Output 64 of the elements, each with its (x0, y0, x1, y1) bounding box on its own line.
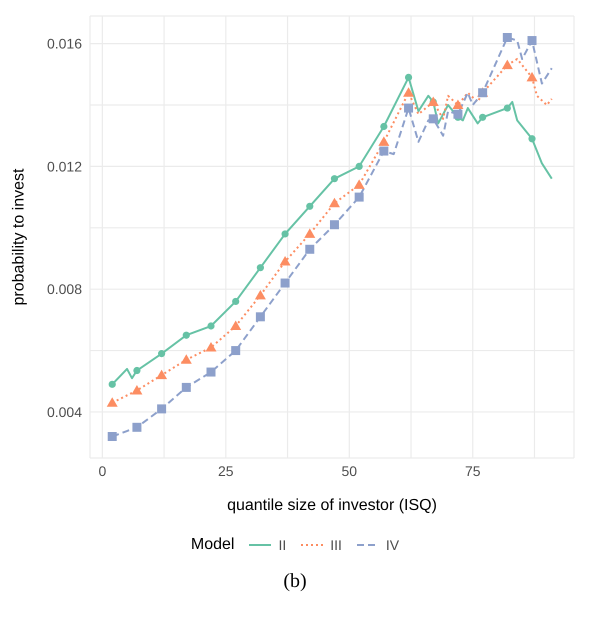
point (452, 100, 464, 110)
legend-label: III (330, 537, 342, 553)
point (479, 114, 486, 121)
y-tick-label: 0.012 (46, 158, 82, 174)
point (354, 192, 364, 202)
point (206, 342, 216, 352)
y-tick-label: 0.004 (46, 404, 82, 420)
point (403, 87, 414, 97)
x-tick-label: 50 (341, 462, 358, 479)
point (330, 220, 339, 230)
y-axis-title: probability to invest (10, 168, 28, 306)
point (280, 256, 291, 266)
point (158, 350, 166, 358)
point (304, 228, 316, 238)
point (108, 432, 117, 442)
point (180, 354, 192, 364)
point (230, 320, 242, 330)
point (182, 382, 191, 392)
point (281, 230, 289, 238)
point (528, 36, 537, 46)
x-axis-title: quantile size of investor (ISQ) (227, 497, 437, 514)
point (131, 384, 142, 394)
point (502, 60, 513, 70)
y-tick-label: 0.016 (46, 36, 82, 52)
point (528, 135, 536, 142)
point (182, 332, 190, 339)
legend-label: IV (386, 537, 400, 553)
point (106, 397, 118, 407)
point (256, 312, 265, 322)
point (280, 278, 290, 288)
point (379, 146, 388, 156)
point (356, 162, 363, 170)
point (354, 179, 365, 189)
point (306, 202, 314, 210)
point (156, 370, 168, 380)
point (328, 198, 340, 208)
point (132, 422, 142, 432)
point (231, 346, 240, 356)
legend-title: Model (190, 536, 234, 554)
point (207, 322, 215, 330)
point (404, 104, 414, 113)
point (256, 264, 264, 272)
x-tick-label: 0 (98, 462, 106, 479)
point (330, 175, 338, 182)
point (504, 104, 511, 112)
point (133, 366, 141, 374)
legend-label: II (278, 537, 286, 553)
point (305, 244, 314, 254)
point (254, 290, 266, 300)
point (453, 110, 462, 119)
text: (b) (282, 570, 308, 593)
y-tick-label: 0.008 (46, 281, 82, 298)
point (232, 298, 240, 306)
point (206, 368, 216, 377)
point (502, 32, 512, 42)
point (157, 404, 166, 414)
point (404, 74, 412, 81)
point (428, 114, 438, 124)
x-tick-label: 75 (464, 462, 481, 479)
point (108, 380, 116, 388)
point (380, 122, 388, 130)
x-tick-label: 25 (218, 462, 234, 479)
point (378, 136, 390, 146)
point (526, 72, 538, 82)
